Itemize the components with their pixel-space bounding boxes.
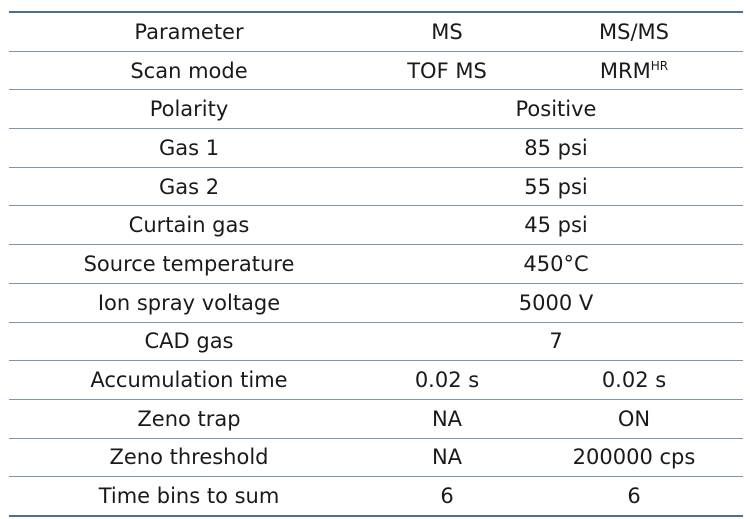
row-parameter: Zeno threshold — [9, 438, 369, 478]
row-ms-value: 6 — [369, 476, 525, 517]
table-row: Zeno trap NA ON — [9, 399, 743, 439]
row-parameter: Time bins to sum — [9, 476, 369, 517]
table-row: Gas 2 55 psi — [9, 167, 743, 207]
row-ms-value: NA — [369, 399, 525, 439]
row-parameter: CAD gas — [9, 322, 369, 362]
row-ms-value: NA — [369, 438, 525, 478]
row-parameter: Source temperature — [9, 244, 369, 284]
row-parameter: Ion spray voltage — [9, 283, 369, 323]
ms-parameters-table: Parameter MS MS/MS Scan mode TOF MS MRMH… — [9, 10, 743, 517]
row-shared-value: 45 psi — [369, 205, 743, 246]
row-parameter: Accumulation time — [9, 360, 369, 400]
table-row: Accumulation time 0.02 s 0.02 s — [9, 360, 743, 400]
table-row: Source temperature 450°C — [9, 244, 743, 284]
table-row: Curtain gas 45 psi — [9, 205, 743, 246]
row-msms-value: ON — [525, 399, 743, 439]
row-shared-value: 55 psi — [369, 167, 743, 207]
table-row: Ion spray voltage 5000 V — [9, 283, 743, 323]
row-parameter: Curtain gas — [9, 205, 369, 246]
table-row: Zeno threshold NA 200000 cps — [9, 438, 743, 478]
header-msms: MS/MS — [525, 10, 743, 52]
header-ms: MS — [369, 10, 525, 52]
table-header-row: Parameter MS MS/MS — [9, 10, 743, 52]
row-parameter: Zeno trap — [9, 399, 369, 439]
row-msms-value: 200000 cps — [525, 438, 743, 478]
row-shared-value: 450°C — [369, 244, 743, 284]
row-shared-value: Positive — [369, 89, 743, 130]
row-msms-value: 0.02 s — [525, 360, 743, 400]
msms-scan-mode-superscript: HR — [650, 58, 669, 73]
row-shared-value: 5000 V — [369, 283, 743, 323]
table-row: Time bins to sum 6 6 — [9, 476, 743, 517]
row-ms-value: 0.02 s — [369, 360, 525, 400]
msms-scan-mode: MRM — [599, 58, 651, 83]
table-row: Scan mode TOF MS MRMHR — [9, 51, 743, 91]
row-msms-value: 6 — [525, 476, 743, 517]
header-parameter: Parameter — [9, 10, 369, 52]
row-msms-value: MRMHR — [525, 51, 743, 91]
table-row: Polarity Positive — [9, 89, 743, 130]
row-parameter: Gas 1 — [9, 128, 369, 168]
parameters-table-container: Parameter MS MS/MS Scan mode TOF MS MRMH… — [9, 10, 743, 517]
row-shared-value: 85 psi — [369, 128, 743, 168]
table-row: CAD gas 7 — [9, 322, 743, 362]
row-shared-value: 7 — [369, 322, 743, 362]
table-row: Gas 1 85 psi — [9, 128, 743, 168]
row-parameter: Polarity — [9, 89, 369, 130]
row-ms-value: TOF MS — [369, 51, 525, 91]
row-parameter: Scan mode — [9, 51, 369, 91]
row-parameter: Gas 2 — [9, 167, 369, 207]
